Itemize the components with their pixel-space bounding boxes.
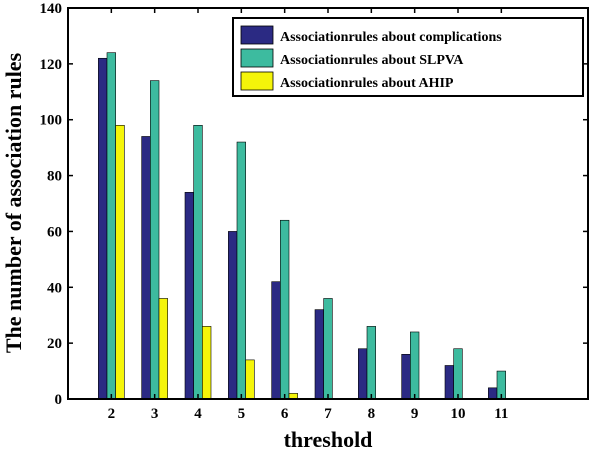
bar-5-series-2 xyxy=(245,359,255,400)
bar-5-series-0 xyxy=(228,231,238,400)
bar-2-series-1 xyxy=(106,52,116,400)
y-axis-ticks: 0 20 40 60 80 100 120 140 xyxy=(40,1,588,408)
bar-9-series-1 xyxy=(410,331,420,400)
y-tick-label: 20 xyxy=(47,336,62,352)
bar-8-series-1 xyxy=(366,326,376,400)
x-tick-label: 7 xyxy=(324,406,332,422)
legend-swatch-slpva xyxy=(240,48,274,68)
x-tick-label: 6 xyxy=(281,406,289,422)
legend-label-complications: Associationrules about complications xyxy=(280,30,502,45)
legend-swatch-complications xyxy=(240,25,274,45)
x-tick-label: 4 xyxy=(194,406,202,422)
bar-10-series-1 xyxy=(453,348,463,400)
bar-2-series-0 xyxy=(98,57,108,400)
y-tick-label: 40 xyxy=(47,280,62,296)
legend-label-ahip: Associationrules about AHIP xyxy=(280,76,454,91)
bar-3-series-2 xyxy=(158,298,168,400)
y-tick-label: 100 xyxy=(40,113,63,129)
bar-4-series-1 xyxy=(193,125,203,400)
x-tick-label: 2 xyxy=(108,406,116,422)
legend-box xyxy=(232,17,584,97)
y-tick-label: 140 xyxy=(40,1,63,17)
bar-2-series-2 xyxy=(115,125,125,400)
bar-6-series-0 xyxy=(271,281,281,400)
bar-10-series-0 xyxy=(444,365,454,400)
bars-group xyxy=(98,52,506,400)
bar-7-series-0 xyxy=(314,309,324,400)
bar-4-series-2 xyxy=(202,326,212,400)
legend-label-slpva: Associationrules about SLPVA xyxy=(280,53,464,68)
bar-5-series-1 xyxy=(236,141,246,400)
bar-3-series-1 xyxy=(150,80,160,400)
x-tick-label: 11 xyxy=(494,406,508,422)
legend: Associationrules about complications Ass… xyxy=(232,17,584,97)
x-tick-label: 8 xyxy=(368,406,376,422)
x-tick-label: 9 xyxy=(411,406,419,422)
y-tick-label: 80 xyxy=(47,169,62,185)
y-axis-title: The number of association rules xyxy=(1,52,26,353)
bar-11-series-0 xyxy=(488,387,498,400)
bar-3-series-0 xyxy=(141,136,151,400)
x-axis-ticks: 2 3 4 5 6 7 8 9 10 11 xyxy=(108,8,508,422)
bar-4-series-0 xyxy=(184,192,194,400)
x-tick-label: 10 xyxy=(451,406,466,422)
y-tick-label: 120 xyxy=(40,57,63,73)
y-tick-label: 60 xyxy=(47,224,62,240)
legend-swatch-ahip xyxy=(240,71,274,91)
bar-9-series-0 xyxy=(401,354,411,400)
x-axis-title: threshold xyxy=(284,427,373,452)
bar-6-series-1 xyxy=(280,219,290,400)
y-tick-label: 0 xyxy=(55,392,63,408)
bar-8-series-0 xyxy=(358,348,368,400)
x-tick-label: 5 xyxy=(238,406,246,422)
x-tick-label: 3 xyxy=(151,406,159,422)
bar-7-series-1 xyxy=(323,298,333,400)
